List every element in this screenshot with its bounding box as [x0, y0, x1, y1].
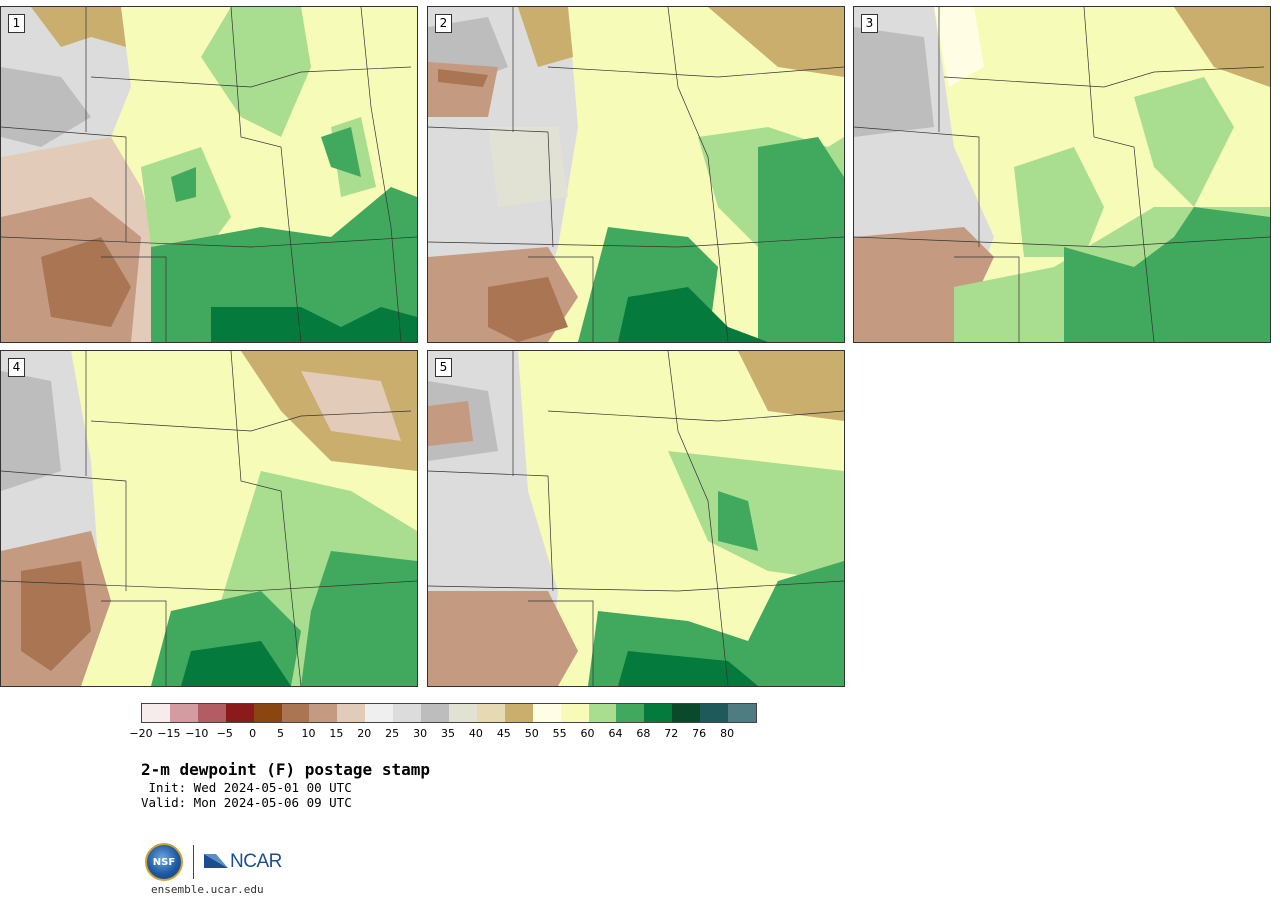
colorbar-swatch — [448, 704, 477, 722]
ncar-logo: NCAR — [204, 851, 282, 873]
colorbar-swatch — [728, 704, 756, 722]
colorbar-tick-label: 50 — [524, 727, 539, 740]
logo-divider — [193, 845, 194, 879]
colorbar-swatch — [337, 704, 366, 722]
colorbar-swatch — [309, 704, 338, 722]
colorbar-tick-label: −20 — [129, 727, 153, 740]
colorbar-swatch — [169, 704, 198, 722]
colorbar-ticks: −20 −15 −10 −5 0 5 10 15 20 25 30 35 40 45 50 55 60 64 68 7… — [129, 727, 755, 741]
colorbar-swatch — [253, 704, 282, 722]
valid-time: Valid: Mon 2024-05-06 09 UTC — [141, 795, 352, 810]
colorbar-swatch — [393, 704, 422, 722]
colorbar-tick-label: 15 — [329, 727, 344, 740]
colorbar-swatch — [588, 704, 617, 722]
colorbar-swatch — [281, 704, 310, 722]
colorbar-tick-label: 40 — [468, 727, 483, 740]
colorbar-swatch — [672, 704, 701, 722]
colorbar-tick-label: 55 — [552, 727, 567, 740]
colorbar-tick-label: 20 — [357, 727, 372, 740]
nsf-logo-icon: NSF — [145, 843, 183, 881]
panel-number: 4 — [8, 358, 25, 377]
colorbar-tick-label: 45 — [496, 727, 511, 740]
colorbar-tick-label: 60 — [580, 727, 595, 740]
colorbar-tick-label: 80 — [720, 727, 735, 740]
colorbar-tick-label: 10 — [301, 727, 316, 740]
colorbar-swatch — [616, 704, 645, 722]
colorbar-tick-label: −5 — [216, 727, 233, 740]
colorbar-tick-label: 35 — [441, 727, 455, 740]
colorbar-tick-label: −10 — [185, 727, 209, 740]
colorbar-swatch — [421, 704, 449, 722]
colorbar-swatch — [142, 704, 170, 722]
colorbar-tick-label: 64 — [608, 727, 623, 740]
colorbar-swatch — [560, 704, 589, 722]
colorbar-swatch — [365, 704, 394, 722]
colorbar-swatch — [476, 704, 505, 722]
colorbar-swatch — [532, 704, 561, 722]
map-panel-2: 2 — [427, 6, 845, 343]
colorbar — [141, 703, 757, 723]
map-panel-5: 5 — [427, 350, 845, 687]
nsf-ncar-logo: NSF NCAR — [145, 843, 282, 881]
colorbar-swatch — [197, 704, 226, 722]
ncar-logo-icon — [204, 854, 228, 868]
panel-number: 3 — [861, 14, 878, 33]
map-panel-4: 4 — [0, 350, 418, 687]
colorbar-swatch — [644, 704, 673, 722]
init-time: Init: Wed 2024-05-01 00 UTC — [141, 780, 352, 795]
colorbar-tick-label: −15 — [157, 727, 181, 740]
colorbar-tick-label: 0 — [249, 727, 257, 740]
colorbar-tick-label: 68 — [636, 727, 651, 740]
map-panel-3: 3 — [853, 6, 1271, 343]
colorbar-tick-label: 30 — [413, 727, 428, 740]
product-title: 2-m dewpoint (F) postage stamp — [141, 760, 430, 779]
panel-number: 2 — [435, 14, 452, 33]
colorbar-swatch — [504, 704, 533, 722]
site-url: ensemble.ucar.edu — [151, 883, 264, 896]
colorbar-tick-label: 72 — [664, 727, 679, 740]
colorbar-tick-label: 76 — [692, 727, 707, 740]
panel-number: 1 — [8, 14, 25, 33]
ncar-logo-text: NCAR — [230, 851, 282, 872]
colorbar-swatch — [700, 704, 729, 722]
colorbar-swatch — [225, 704, 254, 722]
panel-number: 5 — [435, 358, 452, 377]
colorbar-tick-label: 5 — [277, 727, 285, 740]
colorbar-tick-label: 25 — [385, 727, 400, 740]
map-panel-1: 1 — [0, 6, 418, 343]
